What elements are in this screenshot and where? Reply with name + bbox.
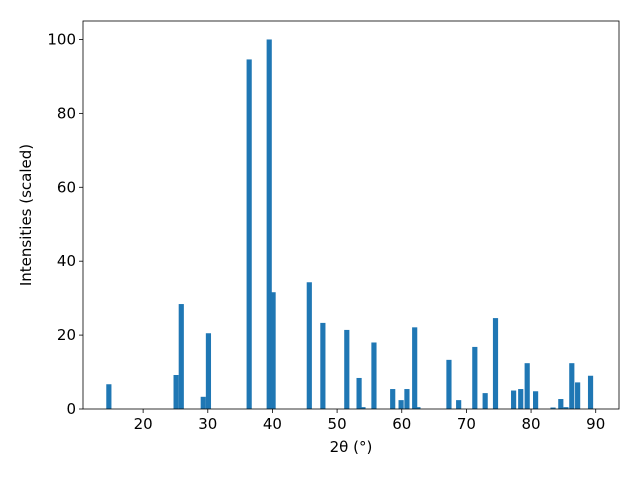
bar <box>173 375 179 409</box>
bar <box>246 59 252 409</box>
bar <box>533 391 539 409</box>
plot-frame <box>82 20 620 410</box>
x-tick-label: 80 <box>522 415 541 433</box>
bar <box>106 384 112 409</box>
bar <box>404 389 410 409</box>
bar <box>270 292 276 409</box>
bar <box>205 333 212 409</box>
bar <box>569 363 575 409</box>
x-tick-label: 50 <box>328 415 347 433</box>
bar <box>390 389 396 409</box>
y-tick-label: 80 <box>57 104 76 122</box>
bar <box>360 407 366 409</box>
y-tick-label: 60 <box>57 178 76 196</box>
bar <box>344 329 350 409</box>
y-tick-label: 40 <box>57 252 76 270</box>
bar <box>482 393 488 409</box>
x-tick-label: 20 <box>134 415 153 433</box>
bar <box>412 327 418 409</box>
bar <box>415 407 421 409</box>
bar <box>371 342 377 409</box>
x-tick-label: 40 <box>263 415 282 433</box>
bar <box>575 382 581 409</box>
bar <box>398 400 404 409</box>
bar <box>456 400 462 409</box>
y-tick-label: 20 <box>57 326 76 344</box>
bar <box>492 318 499 409</box>
bar <box>524 363 530 409</box>
x-tick-label: 30 <box>198 415 217 433</box>
x-tick-label: 70 <box>457 415 476 433</box>
bar <box>266 39 272 409</box>
bar <box>306 282 312 409</box>
bar <box>356 377 362 409</box>
x-axis-label: 2θ (°) <box>330 438 373 456</box>
x-tick-label: 60 <box>392 415 411 433</box>
bar <box>200 396 206 409</box>
y-tick-label: 100 <box>47 30 76 48</box>
bar <box>320 322 326 409</box>
x-tick-label: 90 <box>586 415 605 433</box>
bar <box>472 346 478 409</box>
bar <box>558 399 564 409</box>
y-axis-label: Intensities (scaled) <box>17 144 35 286</box>
bar <box>550 407 556 409</box>
bar <box>446 359 452 409</box>
bar <box>511 390 517 409</box>
y-tick-label: 0 <box>66 400 76 418</box>
bar <box>563 407 569 409</box>
bar <box>587 375 594 409</box>
bar <box>178 304 184 409</box>
bar <box>518 389 524 409</box>
